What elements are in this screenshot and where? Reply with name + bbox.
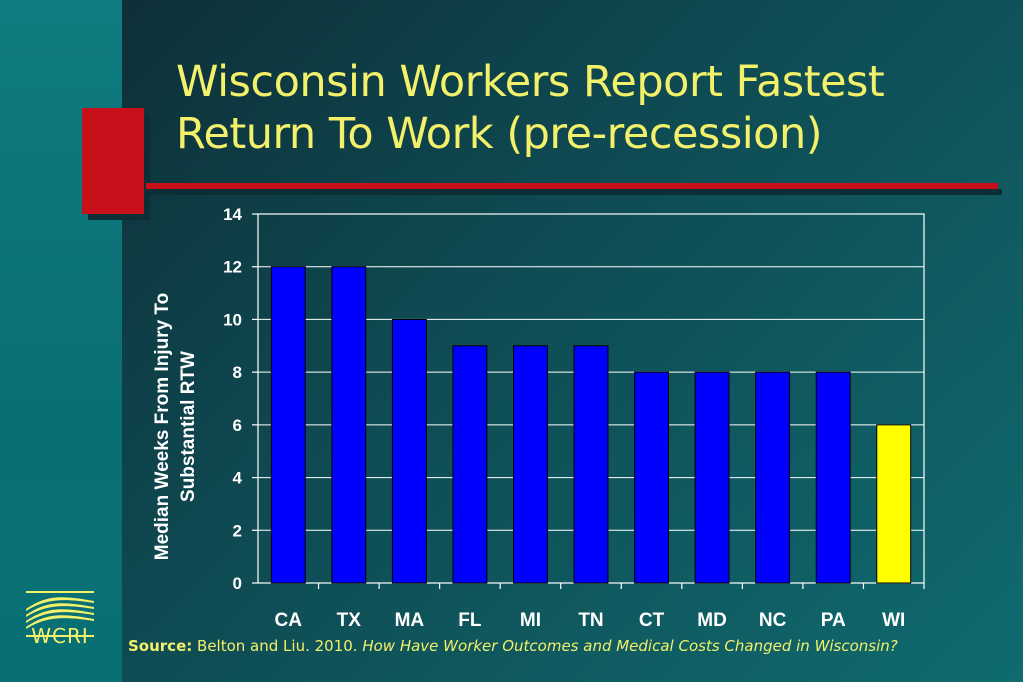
- source-title: How Have Worker Outcomes and Medical Cos…: [362, 637, 898, 655]
- y-tick-label: 2: [233, 521, 242, 540]
- x-tick-label: CA: [275, 610, 303, 631]
- bar: [513, 345, 548, 584]
- y-axis-label: Median Weeks From Injury To: [152, 293, 173, 560]
- bar: [573, 345, 609, 584]
- title-rule-shadow: [150, 189, 1002, 195]
- x-tick-label: NC: [759, 610, 787, 631]
- bar: [815, 371, 851, 584]
- wcri-logo-text: WCRI: [31, 624, 89, 648]
- x-tick-label: CT: [639, 610, 665, 631]
- source-text: Belton and Liu. 2010.: [197, 637, 358, 655]
- y-tick-label: 10: [223, 310, 242, 329]
- source-note: Source: Belton and Liu. 2010. How Have W…: [128, 638, 1008, 654]
- x-tick-label: TN: [578, 610, 603, 631]
- slide-title: Wisconsin Workers Report Fastest Return …: [176, 56, 996, 160]
- x-tick-label: WI: [882, 610, 905, 631]
- red-square: [82, 108, 144, 214]
- bar: [694, 371, 730, 584]
- y-tick-label: 12: [223, 258, 242, 277]
- bar: [391, 318, 427, 584]
- y-tick-label: 8: [233, 363, 242, 382]
- source-label: Source:: [128, 637, 193, 655]
- x-tick-label: PA: [821, 610, 846, 631]
- bar: [270, 266, 306, 584]
- y-tick-label: 14: [223, 205, 242, 224]
- x-tick-label: MI: [520, 610, 541, 631]
- x-tick-label: TX: [337, 610, 362, 631]
- x-tick-label: FL: [458, 610, 482, 631]
- slide-title-line-2: Return To Work (pre-recession): [176, 109, 823, 159]
- y-tick-label: 6: [233, 416, 242, 435]
- slide-title-line-1: Wisconsin Workers Report Fastest: [176, 57, 885, 107]
- bar-highlight: [876, 424, 912, 584]
- y-tick-label: 4: [233, 469, 243, 488]
- x-tick-label: MD: [697, 610, 727, 631]
- bar: [634, 371, 669, 584]
- bar: [331, 266, 367, 584]
- bar: [452, 345, 488, 584]
- y-axis-label: Substantial RTW: [178, 351, 199, 502]
- title-rule: [146, 183, 998, 189]
- x-tick-label: MA: [395, 610, 425, 631]
- wcri-logo-icon: [26, 591, 94, 637]
- y-tick-label: 0: [233, 574, 242, 593]
- bar: [755, 371, 791, 584]
